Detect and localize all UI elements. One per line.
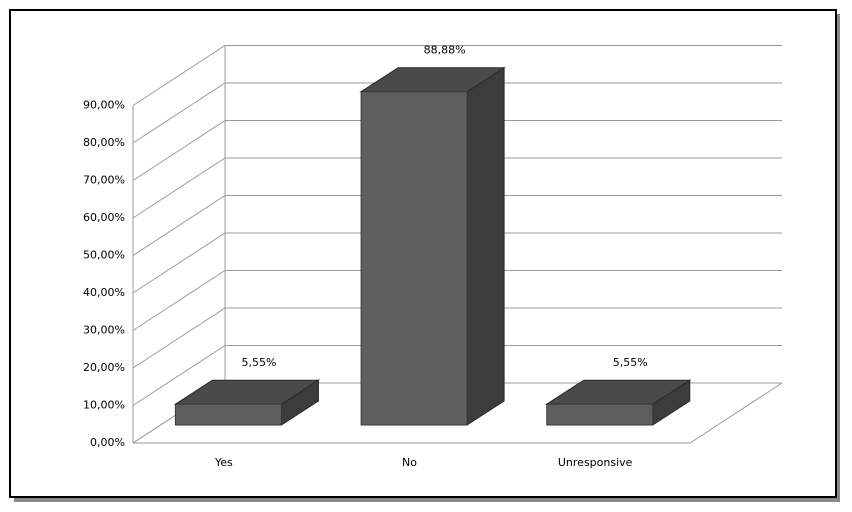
data-label: 88,88% (424, 44, 466, 57)
x-tick-label: Yes (214, 456, 233, 469)
y-tick-label: 30,00% (83, 324, 125, 337)
y-tick-label: 50,00% (83, 249, 125, 262)
grid-line (132, 82, 782, 144)
y-tick-label: 40,00% (83, 286, 125, 299)
grid-line (132, 345, 782, 406)
y-tick-label: 90,00% (83, 99, 125, 112)
grid-line (132, 45, 782, 106)
data-label: 5,55% (241, 356, 276, 369)
bar-side (466, 66, 505, 426)
bar (360, 91, 468, 426)
y-tick-label: 70,00% (83, 174, 125, 187)
bar (174, 403, 282, 426)
grid-line (132, 232, 782, 294)
x-tick-label: No (402, 456, 417, 469)
bar (546, 403, 654, 426)
y-tick-label: 60,00% (83, 211, 125, 224)
grid-line (132, 307, 782, 369)
data-label: 5,55% (613, 356, 648, 369)
y-tick-label: 0,00% (90, 436, 125, 449)
grid-line (132, 195, 782, 256)
grid-line (132, 120, 782, 181)
y-tick-label: 10,00% (83, 399, 125, 412)
y-tick-label: 80,00% (83, 136, 125, 149)
y-tick-label: 20,00% (83, 361, 125, 374)
grid-line (132, 157, 782, 219)
x-tick-label: Unresponsive (558, 456, 633, 469)
grid-line (132, 270, 782, 331)
